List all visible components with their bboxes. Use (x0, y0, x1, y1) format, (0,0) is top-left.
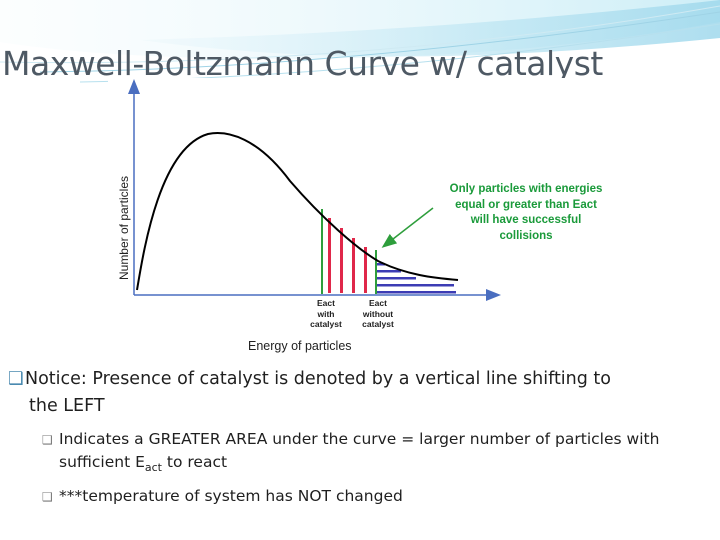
bullet-marker-icon: ❑ (42, 490, 53, 505)
main-bullet: ❑Notice: Presence of catalyst is denoted… (8, 366, 713, 420)
annotation-arrow (381, 207, 434, 248)
maxwell-boltzmann-graph: Number of particles Only particles with … (108, 78, 622, 360)
graph-canvas (128, 79, 501, 301)
bullet-marker-icon: ❑ (8, 369, 24, 389)
distribution-curve (136, 132, 459, 291)
annotation-text: Only particles with energies equal or gr… (449, 183, 603, 242)
background-swoosh (0, 0, 720, 83)
sub-bullet-temperature: ❑ ***temperature of system has NOT change… (8, 485, 713, 508)
eact-with-catalyst-label: Eact with catalyst (310, 298, 342, 329)
uncatalyzed-area-bars (376, 263, 456, 294)
eact-without-catalyst-label: Eact without catalyst (362, 298, 394, 329)
slide-title: Maxwell-Boltzmann Curve w/ catalyst (2, 44, 603, 83)
x-axis-label: Energy of particles (248, 339, 352, 353)
bullet-list: ❑Notice: Presence of catalyst is denoted… (8, 366, 713, 508)
bullet-marker-icon: ❑ (42, 433, 53, 447)
sub-bullet-greater-area: ❑ Indicates a GREATER AREA under the curv… (42, 430, 660, 475)
catalyst-area-bars (328, 218, 367, 293)
